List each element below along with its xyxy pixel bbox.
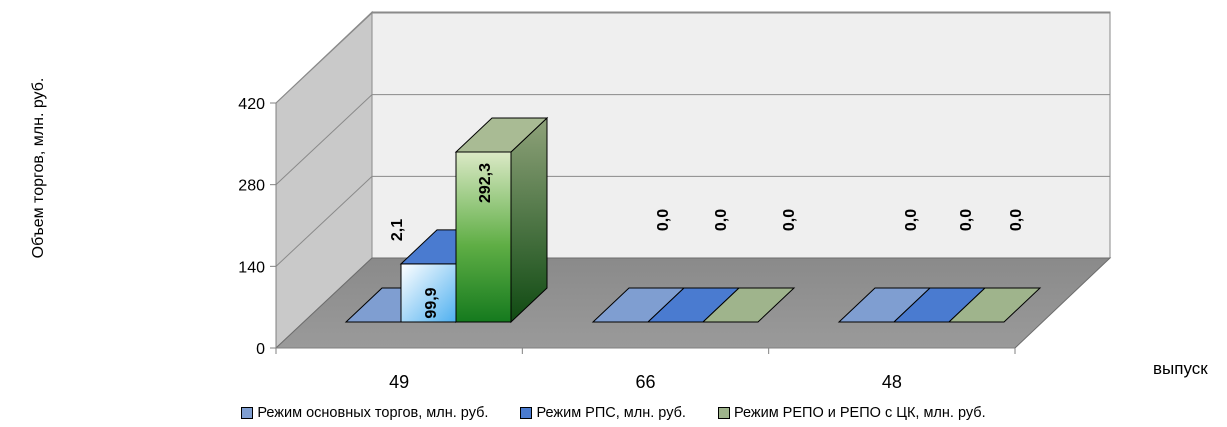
- data-label: 0,0: [1008, 209, 1025, 231]
- y-tick-label: 140: [238, 259, 265, 276]
- bar-top: [454, 117, 549, 153]
- y-axis: 0 140 280 420: [238, 96, 277, 358]
- bar-side: [510, 116, 548, 324]
- legend-label: Режим основных торгов, млн. руб.: [257, 405, 489, 421]
- data-label: 2,1: [389, 219, 406, 241]
- bar-2-2: [947, 287, 1042, 323]
- y-tick-label: 0: [256, 341, 265, 358]
- legend-label: Режим РЕПО и РЕПО с ЦК, млн. руб.: [733, 405, 986, 421]
- gridline: [275, 94, 1110, 186]
- data-labels: 2,1 0,0 0,0 99,9 0,0 0,0 292,3 0,0 0,0: [389, 163, 1025, 319]
- data-label: 99,9: [423, 287, 440, 318]
- legend-label: Режим РПС, млн. руб.: [536, 405, 686, 421]
- legend-swatch: [520, 407, 533, 419]
- gridlines: [275, 12, 1110, 267]
- data-label: 0,0: [903, 209, 920, 231]
- x-tick-label: 48: [882, 372, 902, 392]
- bar-top: [947, 287, 1042, 323]
- legend-item-1: Режим РПС, млн. руб.: [520, 403, 686, 423]
- y-tick-label: 420: [238, 96, 265, 113]
- data-label: 292,3: [477, 163, 494, 203]
- y-tick-label: 280: [238, 178, 265, 195]
- bar-2-1: [701, 287, 796, 323]
- x-tick-label: 66: [635, 372, 655, 392]
- legend-swatch: [717, 407, 730, 419]
- data-label: 0,0: [713, 209, 730, 231]
- gridline: [275, 175, 1110, 267]
- bar-top: [701, 287, 796, 323]
- gridline: [275, 12, 1110, 104]
- legend-swatch: [241, 407, 254, 419]
- legend-item-2: Режим РЕПО и РЕПО с ЦК, млн. руб.: [717, 403, 986, 423]
- data-label: 0,0: [781, 209, 798, 231]
- data-label: 0,0: [958, 209, 975, 231]
- legend-item-0: Режим основных торгов, млн. руб.: [241, 403, 488, 423]
- x-axis: 49 66 48: [275, 347, 1016, 392]
- legend: Режим основных торгов, млн. руб. Режим РП…: [0, 403, 1227, 423]
- data-label: 0,0: [655, 209, 672, 231]
- x-axis-label: выпуск: [1153, 359, 1208, 378]
- y-axis-label: Объем торгов, млн. руб.: [30, 78, 47, 259]
- bars: [344, 116, 1042, 324]
- bar-2-0: [454, 116, 549, 324]
- x-tick-label: 49: [389, 372, 409, 392]
